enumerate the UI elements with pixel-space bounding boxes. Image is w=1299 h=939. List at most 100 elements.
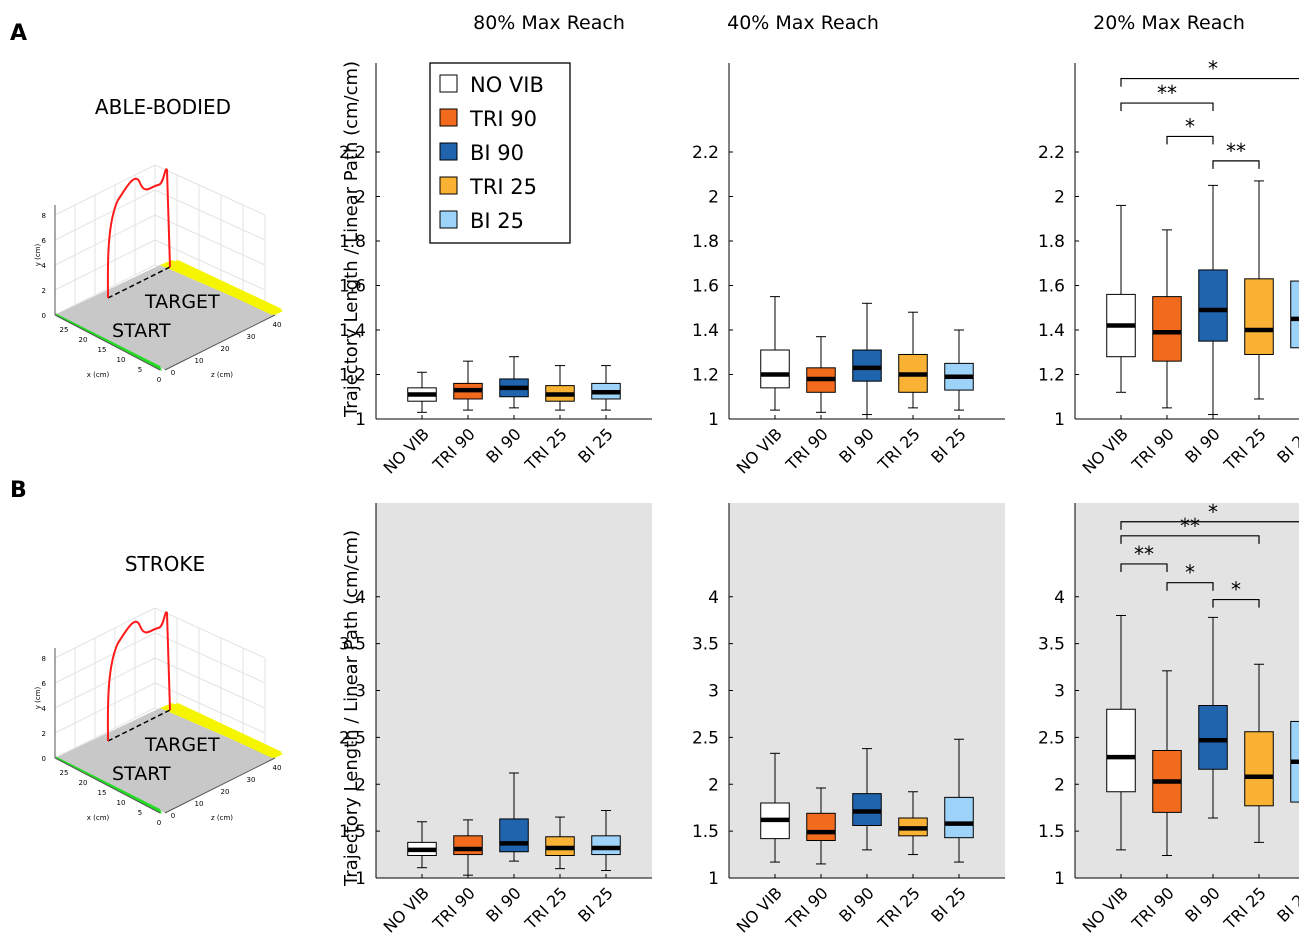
x-tick-label: BI 90 [1181, 424, 1224, 467]
x-tick-label: NO VIB [733, 883, 786, 936]
grid-line [54, 657, 156, 709]
x-axis-line [54, 757, 161, 814]
significance-bracket [1120, 77, 1299, 87]
x-tick-label: 20 [79, 779, 88, 787]
linear-path-line [107, 266, 171, 299]
z-tick-label: 20 [221, 788, 230, 796]
box-tri-25 [1244, 731, 1274, 807]
y-tick-label: 1.5 [692, 822, 719, 842]
y-tick-label: 2.2 [1038, 143, 1065, 163]
x-tick-label: NO VIB [380, 424, 433, 477]
y-tick-label: 0 [42, 755, 46, 763]
x-tick-label: 25 [60, 326, 69, 334]
box-tri-90 [806, 812, 836, 841]
z-tick-label: 20 [221, 345, 230, 353]
y-axis-label: y (cm) [34, 686, 42, 709]
y-tick-label: 0 [42, 312, 46, 320]
y-tick-label: 1.2 [1038, 366, 1065, 386]
significance-label: ** [1226, 139, 1246, 163]
y-tick-label: 4 [1054, 588, 1065, 608]
significance-bracket [1120, 535, 1260, 544]
significance-label: * [1185, 561, 1195, 585]
x-tick-label: BI 90 [1181, 883, 1224, 926]
target-label: TARGET [144, 291, 220, 313]
floor-plane [55, 265, 275, 370]
x-tick-label: NO VIB [1079, 883, 1132, 936]
x-tick-label: TRI 90 [1128, 883, 1178, 933]
y-tick-label: 3 [708, 682, 719, 702]
grid-line [154, 164, 266, 216]
y-tick-label: 1 [1054, 410, 1065, 430]
x-tick-label: TRI 90 [429, 424, 479, 474]
y-tick-label: 2.5 [339, 728, 366, 748]
linear-path-line [107, 709, 171, 742]
legend-label-tri-25: TRI 25 [469, 175, 537, 199]
y-tick-label: 6 [42, 237, 47, 245]
x-tick-label: BI 25 [927, 424, 970, 467]
x-tick-label: BI 25 [574, 883, 617, 926]
x-tick-label: TRI 90 [1128, 424, 1178, 474]
z-axis-line [164, 757, 276, 814]
grid-line [54, 632, 156, 684]
y-tick-label: 2 [355, 775, 366, 795]
x-tick-label: TRI 25 [874, 883, 924, 933]
y-tick-label: 1.6 [1038, 277, 1065, 297]
y-tick-label: 1.8 [339, 232, 366, 252]
y-tick-label: 3.5 [692, 635, 719, 655]
legend-swatch-bi-90 [439, 142, 458, 161]
significance-bracket [1120, 521, 1299, 530]
x-tick-label: 0 [157, 819, 161, 827]
z-tick-label: 40 [273, 764, 282, 772]
trajectory-inset-stroke: 0 2 4 6 8 25 20 15 10 5 0 0 10 20 30 40 y (cm) x (cm) z (c… [34, 607, 283, 827]
z-tick-label: 30 [247, 333, 256, 341]
panel-label-a: A [10, 21, 27, 46]
column-title-40: 40% Max Reach [727, 12, 879, 34]
x-tick-label: 20 [79, 336, 88, 344]
y-tick-label: 2.5 [692, 728, 719, 748]
y-axis-label-row-b: Trajectory Length / Linear Path (cm/cm) [341, 530, 362, 887]
x-tick-label: TRI 25 [1220, 883, 1270, 933]
y-tick-label: 1.5 [339, 822, 366, 842]
floor-plane [55, 708, 275, 813]
significance-label: * [1208, 57, 1218, 81]
column-title-20: 20% Max Reach [1093, 12, 1245, 34]
legend-label-tri-90: TRI 90 [469, 107, 537, 131]
row-label-able-bodied: ABLE-BODIED [95, 95, 231, 119]
x-tick-label: 15 [98, 789, 107, 797]
x-axis-label: x (cm) [87, 371, 110, 379]
y-tick-label: 3.5 [339, 635, 366, 655]
box-bi-90 [1198, 269, 1228, 342]
x-tick-label: BI 90 [482, 424, 525, 467]
legend-label-bi-25: BI 25 [470, 209, 524, 233]
x-tick-label: BI 25 [574, 424, 617, 467]
legend-swatch-no-vib [439, 74, 458, 93]
grid-line [54, 189, 156, 241]
y-tick-label: 1.6 [692, 277, 719, 297]
x-tick-label: BI 90 [835, 424, 878, 467]
x-tick-label: NO VIB [733, 424, 786, 477]
box-no-vib [1106, 708, 1136, 793]
y-tick-label: 1 [708, 410, 719, 430]
box-bi-90 [499, 818, 529, 853]
x-tick-label: 0 [157, 376, 161, 384]
x-tick-label: NO VIB [380, 883, 433, 936]
x-tick-label: BI 90 [482, 883, 525, 926]
y-tick-label: 1.2 [339, 366, 366, 386]
significance-bracket [1212, 598, 1260, 608]
y-tick-label: 1 [1054, 869, 1065, 889]
grid-line [54, 682, 156, 734]
y-tick-label: 2 [355, 188, 366, 208]
start-label: START [112, 320, 171, 342]
grid-line [54, 264, 156, 316]
y-tick-label: 2.2 [692, 143, 719, 163]
y-tick-label: 2.5 [1038, 728, 1065, 748]
significance-bracket [1166, 582, 1214, 591]
x-tick-label: TRI 25 [521, 883, 571, 933]
y-tick-label: 4 [355, 588, 366, 608]
x-tick-label: 10 [117, 799, 126, 807]
box-bi-90 [1198, 705, 1228, 770]
grid-line [154, 632, 266, 684]
x-tick-label: TRI 25 [1220, 424, 1270, 474]
row-label-stroke: STROKE [125, 552, 205, 576]
